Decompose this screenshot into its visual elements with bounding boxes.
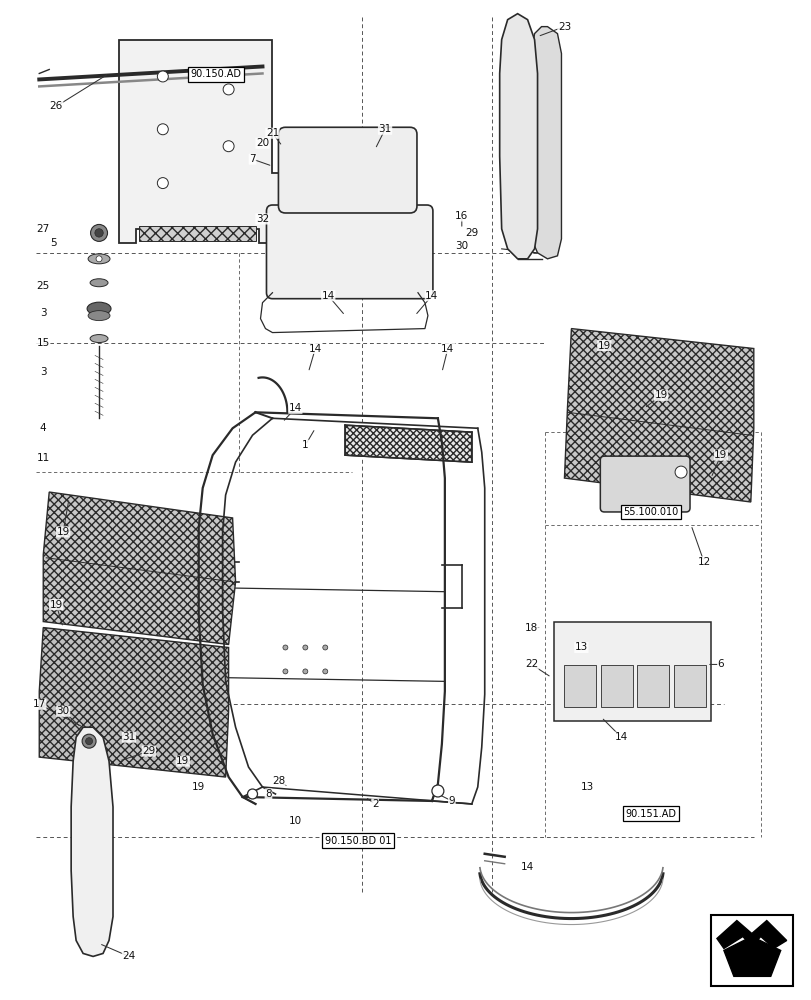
Text: 55.100.010: 55.100.010 [623, 507, 678, 517]
Circle shape [223, 141, 234, 152]
Text: 31: 31 [122, 732, 135, 742]
Circle shape [96, 256, 102, 262]
Text: 7: 7 [249, 154, 255, 164]
Circle shape [282, 669, 288, 674]
Circle shape [82, 734, 96, 748]
Circle shape [282, 645, 288, 650]
Text: 19: 19 [597, 341, 610, 351]
Text: 14: 14 [440, 344, 454, 354]
Polygon shape [39, 628, 229, 777]
Text: 8: 8 [265, 789, 272, 799]
Circle shape [157, 124, 168, 135]
Text: 30: 30 [57, 706, 70, 716]
Circle shape [91, 224, 107, 241]
Text: 29: 29 [142, 746, 156, 756]
Text: 19: 19 [49, 600, 62, 610]
Circle shape [157, 178, 168, 189]
Text: 26: 26 [49, 101, 62, 111]
Text: 12: 12 [697, 557, 710, 567]
Text: 30: 30 [455, 241, 468, 251]
Text: 28: 28 [272, 776, 285, 786]
Polygon shape [139, 226, 255, 241]
Text: 90.150.AD: 90.150.AD [190, 69, 241, 79]
Polygon shape [723, 937, 779, 976]
Polygon shape [529, 27, 560, 259]
Text: 14: 14 [321, 291, 334, 301]
Text: 13: 13 [580, 782, 594, 792]
Circle shape [303, 645, 307, 650]
Text: 5: 5 [49, 238, 57, 248]
Text: 14: 14 [308, 344, 321, 354]
Circle shape [303, 669, 307, 674]
FancyBboxPatch shape [601, 665, 633, 707]
Circle shape [95, 229, 103, 237]
Text: 19: 19 [192, 782, 205, 792]
Circle shape [247, 789, 257, 799]
Text: 20: 20 [255, 138, 268, 148]
FancyBboxPatch shape [278, 127, 417, 213]
Text: 14: 14 [614, 732, 627, 742]
Polygon shape [554, 622, 710, 721]
Polygon shape [499, 14, 537, 259]
Text: 9: 9 [448, 796, 455, 806]
Text: 3: 3 [40, 367, 46, 377]
Circle shape [223, 84, 234, 95]
Ellipse shape [88, 254, 109, 264]
Circle shape [431, 785, 444, 797]
Text: 14: 14 [289, 403, 302, 413]
Text: 27: 27 [36, 224, 49, 234]
FancyBboxPatch shape [710, 915, 792, 986]
Text: 6: 6 [717, 659, 723, 669]
Text: 19: 19 [714, 450, 727, 460]
Text: 15: 15 [36, 338, 49, 348]
Text: 90.151.AD: 90.151.AD [625, 809, 676, 819]
Polygon shape [564, 329, 753, 502]
Polygon shape [43, 492, 235, 645]
Text: 14: 14 [425, 291, 438, 301]
Circle shape [674, 466, 686, 478]
Text: 24: 24 [122, 951, 135, 961]
Ellipse shape [88, 311, 109, 321]
Polygon shape [345, 425, 471, 462]
Text: 23: 23 [557, 22, 570, 32]
Text: 19: 19 [176, 756, 189, 766]
Text: 32: 32 [255, 214, 268, 224]
FancyBboxPatch shape [266, 205, 432, 299]
Text: 10: 10 [289, 816, 302, 826]
Text: 11: 11 [36, 453, 49, 463]
Text: 3: 3 [40, 308, 46, 318]
Ellipse shape [87, 302, 111, 315]
Text: 18: 18 [524, 623, 538, 633]
Ellipse shape [90, 335, 108, 343]
Text: 25: 25 [36, 281, 49, 291]
Polygon shape [71, 727, 113, 956]
Text: 21: 21 [265, 128, 279, 138]
Polygon shape [119, 40, 352, 243]
FancyBboxPatch shape [673, 665, 705, 707]
Text: 13: 13 [574, 642, 587, 652]
Text: 14: 14 [521, 862, 534, 872]
Circle shape [323, 669, 328, 674]
Text: 29: 29 [465, 228, 478, 238]
Polygon shape [716, 921, 786, 948]
Text: 22: 22 [524, 659, 538, 669]
Circle shape [323, 645, 328, 650]
Text: 90.150.BD 01: 90.150.BD 01 [324, 836, 391, 846]
Text: 1: 1 [302, 440, 308, 450]
FancyBboxPatch shape [637, 665, 668, 707]
Ellipse shape [90, 279, 108, 287]
Text: 17: 17 [32, 699, 46, 709]
Text: 4: 4 [40, 423, 46, 433]
Text: 16: 16 [455, 211, 468, 221]
Text: 19: 19 [654, 390, 667, 400]
Text: 2: 2 [371, 799, 378, 809]
Text: 31: 31 [378, 124, 391, 134]
Circle shape [157, 71, 168, 82]
FancyBboxPatch shape [599, 456, 689, 512]
Circle shape [85, 738, 92, 745]
Text: 19: 19 [57, 527, 70, 537]
FancyBboxPatch shape [564, 665, 595, 707]
